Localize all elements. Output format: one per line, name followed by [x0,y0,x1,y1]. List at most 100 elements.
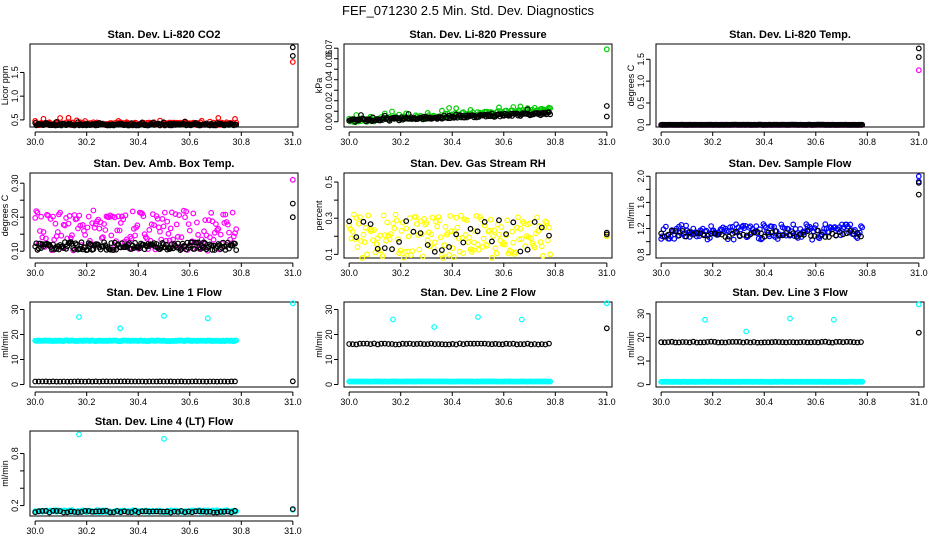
data-point [524,340,531,347]
data-point [346,341,353,347]
data-point [743,232,750,239]
data-point [195,231,202,238]
data-point [390,316,396,323]
data-point [658,230,665,237]
data-point [544,237,551,244]
data-point [121,508,128,515]
data-point [78,509,85,515]
data-point [790,221,797,228]
y-tick-label: 1.6 [636,196,646,209]
data-point [679,339,686,345]
data-point [65,114,72,121]
data-point [729,339,736,345]
data-point [71,509,78,515]
data-point [403,218,410,225]
y-axis-label: kPa [314,78,324,94]
data-point [840,339,846,346]
data-point [424,237,431,244]
data-point [410,341,417,348]
data-point [843,338,850,345]
data-point [491,227,498,234]
data-point [373,241,380,247]
data-point [793,339,800,346]
data-point [410,228,417,235]
series-selected [658,45,922,128]
data-point [40,228,47,235]
data-point [172,211,179,218]
data-point [704,339,711,345]
data-point [514,224,520,231]
x-tick-label: 31.0 [284,137,302,147]
data-point [455,235,462,242]
x-tick-label: 30.2 [78,137,96,147]
data-point [203,378,210,385]
x-tick-label: 30.6 [181,397,199,407]
data-point [353,234,360,241]
data-point [477,213,483,220]
data-point [357,340,363,347]
data-point [420,253,426,260]
data-point [224,378,231,385]
data-point [161,209,168,216]
y-tick-label: 0.8 [636,248,646,261]
x-tick-label: 30.0 [26,268,44,278]
data-point [220,211,227,218]
data-point [469,246,476,253]
data-point [472,228,479,234]
data-point [665,231,672,238]
x-tick-label: 30.6 [495,397,513,407]
data-point [517,225,524,232]
data-point [496,231,502,238]
data-point [92,221,99,227]
data-point [82,378,88,385]
data-point [57,378,63,385]
data-point [516,236,523,243]
x-tick-label: 30.0 [652,397,670,407]
data-point [672,228,679,235]
y-tick-label: 0 [636,382,646,387]
plot-frame [655,301,925,388]
x-tick-label: 30.0 [652,268,670,278]
data-point [205,217,212,224]
chart-panel-5: Stan. Dev. Gas Stream RH 30.0 30.2 30.4 30.6… [314,158,616,278]
y-tick-label: 1.2 [636,222,646,235]
data-point [776,232,782,239]
data-point [370,237,376,244]
data-point [727,224,733,231]
data-point [768,229,775,236]
data-point [289,59,296,65]
data-point [233,121,240,128]
data-point [740,339,747,346]
data-point [431,239,438,246]
data-point [116,227,123,234]
data-point [396,341,403,348]
data-point [811,233,818,240]
data-point [92,508,99,515]
data-point [371,227,378,233]
data-point [380,212,387,219]
data-point [157,246,163,253]
data-point [915,173,922,180]
data-point [502,241,508,248]
y-tick-label: 30 [324,304,334,314]
data-point [446,105,453,111]
data-point [71,378,78,385]
data-point [191,245,198,252]
series-all [658,67,922,128]
y-tick-label: 0.5 [636,97,646,110]
data-point [528,341,534,348]
data-point [524,246,531,253]
data-point [747,339,754,346]
data-point [39,378,46,385]
data-point [690,338,697,345]
data-point [603,300,610,307]
data-point [506,341,513,347]
data-point [35,378,42,385]
y-tick-label: 0.02 [324,92,334,110]
y-tick-label: 20 [324,329,334,339]
x-tick-label: 31.0 [284,397,302,407]
data-point [371,340,378,347]
data-point [524,106,531,113]
data-point [374,245,381,252]
